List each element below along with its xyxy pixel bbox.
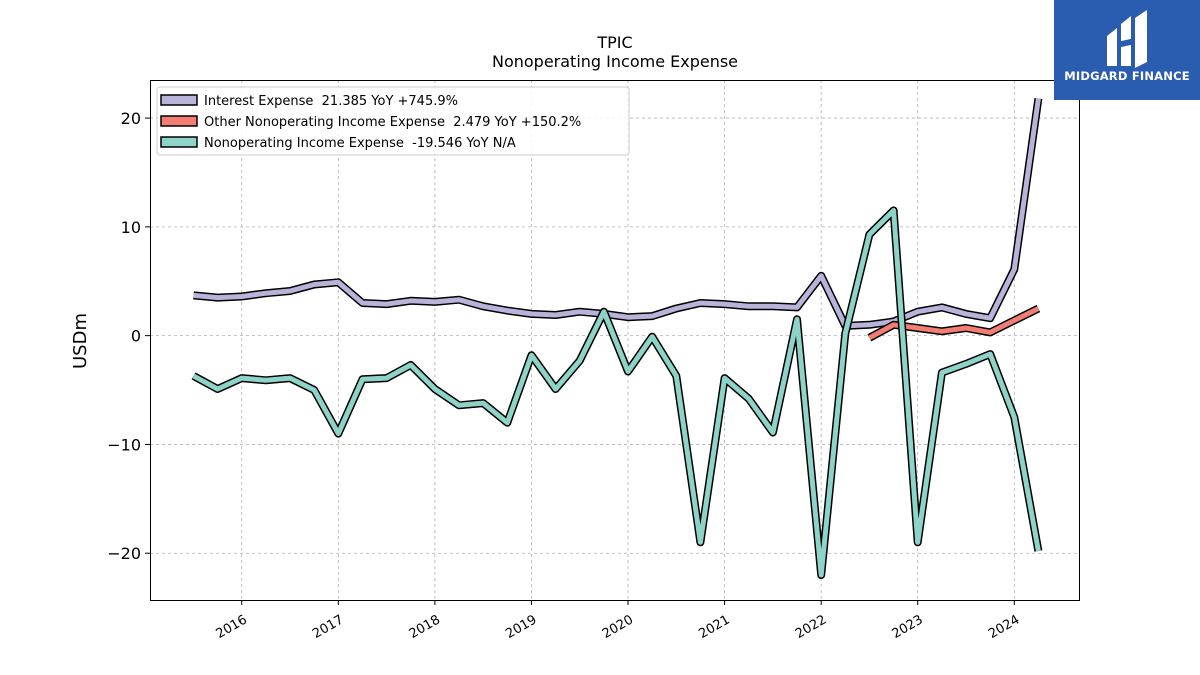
x-tick-label: 2023 (890, 612, 926, 642)
x-tick-label: 2017 (310, 612, 346, 642)
legend-swatch (160, 94, 198, 106)
x-axis: 2016 2017 2018 2019 2020 2021 2022 2023 2024 (214, 600, 1022, 642)
y-tick-label: 0 (131, 327, 141, 346)
x-tick-label: 2019 (503, 612, 539, 642)
y-axis: 20 10 0 −10 −20 (107, 109, 150, 563)
logo-text: MIDGARD FINANCE (1064, 69, 1190, 83)
x-tick-label: 2021 (696, 612, 732, 642)
midgard-finance-logo: MIDGARD FINANCE (1054, 0, 1200, 100)
y-axis-label: USDm (70, 313, 91, 369)
legend: Interest Expense 21.385 YoY +745.9% Other… (156, 86, 630, 156)
x-tick-label: 2016 (214, 612, 250, 642)
legend-label: Other Nonoperating Income Expense 2.479 … (204, 115, 581, 130)
legend-swatch (160, 115, 198, 127)
y-tick-label: 20 (121, 109, 141, 128)
y-tick-label: −10 (107, 435, 141, 454)
series-line-other-nonoperating-income-expense (868, 306, 1040, 341)
series-line-nonoperating-income-expense (192, 208, 1041, 578)
legend-box (156, 86, 630, 156)
legend-label: Interest Expense 21.385 YoY +745.9% (204, 94, 458, 109)
chart-subtitle: Nonoperating Income Expense (492, 52, 738, 71)
x-tick-label: 2024 (986, 612, 1022, 642)
x-tick-label: 2022 (793, 612, 829, 642)
y-tick-label: 10 (121, 218, 141, 237)
series-lines (191, 97, 1043, 579)
x-tick-label: 2020 (600, 612, 636, 642)
midgard-logo-icon (1107, 10, 1147, 68)
legend-label: Nonoperating Income Expense -19.546 YoY … (204, 136, 516, 151)
plot-frame (150, 80, 1080, 601)
legend-swatch (160, 136, 198, 148)
chart-title: TPIC (596, 33, 632, 52)
y-tick-label: −20 (107, 544, 141, 563)
x-tick-label: 2018 (407, 612, 443, 642)
series-outline-nonoperating-income-expense (191, 206, 1043, 579)
